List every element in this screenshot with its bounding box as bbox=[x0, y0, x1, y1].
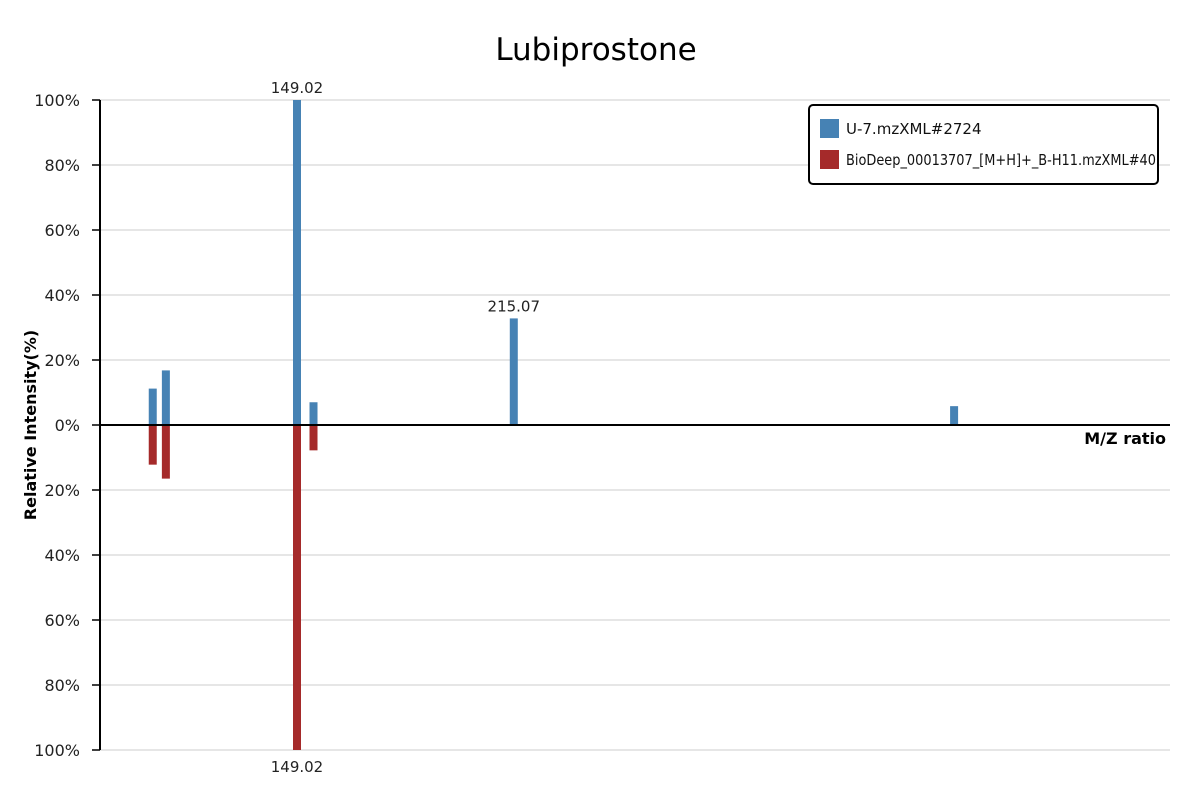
grid-lines bbox=[100, 99, 1170, 751]
legend-label-series-2: BioDeep_00013707_[M+H]+_B-H11.mzXML#40 bbox=[846, 151, 1156, 170]
y-tick-label: 40% bbox=[44, 546, 80, 565]
peak-bar bbox=[509, 318, 518, 425]
y-tick-label: 20% bbox=[44, 351, 80, 370]
legend-swatch-series-1 bbox=[820, 119, 839, 138]
legend-swatch-series-2 bbox=[820, 150, 839, 169]
peak-bar bbox=[292, 100, 301, 425]
y-tick-label: 100% bbox=[34, 741, 80, 760]
y-tick-label: 60% bbox=[44, 221, 80, 240]
peak-bar bbox=[292, 425, 301, 750]
y-tick-label: 80% bbox=[44, 676, 80, 695]
legend: U-7.mzXML#2724 BioDeep_00013707_[M+H]+_B… bbox=[808, 104, 1159, 185]
chart-title: Lubiprostone bbox=[495, 32, 696, 68]
y-tick-label: 60% bbox=[44, 611, 80, 630]
peak-bar bbox=[950, 406, 959, 425]
y-tick-label: 100% bbox=[34, 91, 80, 110]
y-tick-label: 40% bbox=[44, 286, 80, 305]
axes bbox=[99, 100, 1170, 750]
y-tick-labels: 100% 80% 60% 40% 20% 0% 20% 40% 60% 80% 100% bbox=[34, 91, 100, 760]
peak-bar bbox=[148, 388, 157, 425]
y-tick-label: 0% bbox=[55, 416, 80, 435]
peak-bar bbox=[161, 425, 170, 479]
legend-box bbox=[808, 104, 1159, 185]
y-tick-label: 80% bbox=[44, 156, 80, 175]
x-axis-title: M/Z ratio bbox=[1084, 429, 1166, 448]
peak-label: 149.02 bbox=[271, 758, 324, 776]
peak-bar bbox=[309, 425, 318, 451]
peak-bar bbox=[161, 370, 170, 425]
peak-label: 149.02 bbox=[271, 79, 324, 97]
legend-label-series-1: U-7.mzXML#2724 bbox=[846, 120, 982, 138]
peak-labels: 149.02 215.07 149.02 bbox=[271, 79, 540, 776]
y-tick-label: 20% bbox=[44, 481, 80, 500]
peak-bar bbox=[309, 402, 318, 425]
peak-bars bbox=[148, 100, 959, 750]
y-axis-title: Relative Intensity(%) bbox=[21, 330, 40, 520]
peak-label: 215.07 bbox=[488, 297, 541, 315]
peak-bar bbox=[148, 425, 157, 465]
